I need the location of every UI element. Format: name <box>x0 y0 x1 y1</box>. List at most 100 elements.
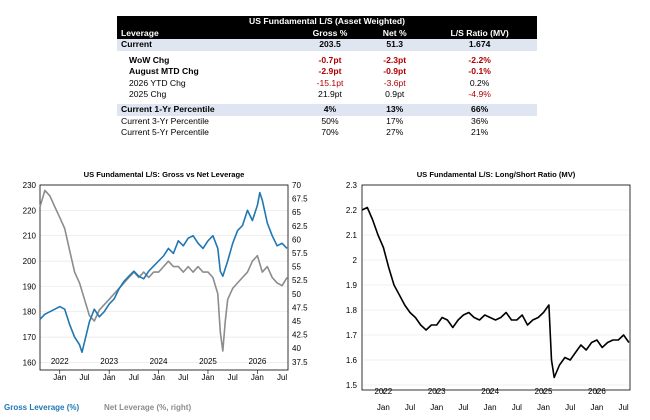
row-label: 2025 Chg <box>129 89 167 100</box>
gross-value: 4% <box>292 104 368 116</box>
gross-value: -15.1pt <box>316 77 344 88</box>
chart2-year-label: 2024 <box>481 387 499 396</box>
chart1-right-tick-label: 42.5 <box>292 331 308 340</box>
chart1-year-label: 2022 <box>51 357 69 366</box>
net-leverage-line <box>39 189 288 352</box>
legend-net: Net Leverage (%, right) <box>104 403 191 412</box>
row-label: Current <box>117 39 293 51</box>
net-value: -0.9pt <box>383 66 407 77</box>
chart2-year-label: 2025 <box>535 387 553 396</box>
chart1-right-tick-label: 47.5 <box>292 303 308 312</box>
chart2-tick-label: 2.1 <box>346 231 358 240</box>
ratio-value: -2.2% <box>468 54 491 65</box>
header-net: Net % <box>367 28 423 40</box>
row-label: WoW Chg <box>129 54 170 65</box>
net-value: 51.3 <box>367 39 423 51</box>
gross-value: 70% <box>321 127 339 138</box>
chart2-title: US Fundamental L/S: Long/Short Ratio (MV… <box>417 170 576 179</box>
chart2-year-label: 2026 <box>588 387 606 396</box>
chart1-right-tick-label: 37.5 <box>292 358 308 367</box>
chart1-year-label: 2023 <box>100 357 118 366</box>
chart1-right-tick-label: 57.5 <box>292 249 308 258</box>
summary-table-wrap: US Fundamental L/S (Asset Weighted) Leve… <box>117 16 537 139</box>
chart2-x-tick-label: Jan <box>377 403 390 412</box>
header-gross: Gross % <box>292 28 368 40</box>
table-row: Current 3-Yr Percentile 50% 17% 36% <box>117 116 537 127</box>
chart1-left-tick-label: 220 <box>23 206 37 215</box>
chart2-tick-label: 1.8 <box>346 306 358 315</box>
chart1-title: US Fundamental L/S: Gross vs Net Leverag… <box>84 170 245 179</box>
gross-value: 50% <box>321 115 339 126</box>
table-title: US Fundamental L/S (Asset Weighted) <box>117 16 537 28</box>
chart1-x-tick-label: Jul <box>277 373 287 382</box>
header-leverage: Leverage <box>117 28 293 40</box>
chart2-year-label: 2023 <box>428 387 446 396</box>
chart2-x-tick-label: Jul <box>565 403 575 412</box>
ratio-value: -4.9% <box>468 89 491 100</box>
chart1-right-tick-label: 52.5 <box>292 276 308 285</box>
chart1-x-tick-label: Jul <box>228 373 238 382</box>
chart1-x-tick-label: Jul <box>79 373 89 382</box>
gross-value: 21.9pt <box>318 89 342 100</box>
chart1-right-tick-label: 55 <box>292 263 301 272</box>
net-value: 27% <box>386 127 404 138</box>
chart1-right-tick-label: 65 <box>292 208 301 217</box>
ratio-value: 1.674 <box>422 39 537 51</box>
chart2-x-tick-label: Jul <box>618 403 628 412</box>
gross-value: 203.5 <box>292 39 368 51</box>
legend-gross: Gross Leverage (%) <box>4 403 79 412</box>
row-label: August MTD Chg <box>129 66 199 77</box>
chart2-x-tick-label: Jan <box>537 403 550 412</box>
chart1-right-tick-label: 60 <box>292 235 301 244</box>
table-row: Current 203.5 51.3 1.674 <box>117 39 537 51</box>
ratio-value: 66% <box>422 104 537 116</box>
chart1-left-tick-label: 230 <box>23 181 37 190</box>
net-value: -2.3pt <box>383 54 407 65</box>
row-label: 2026 YTD Chg <box>129 77 186 88</box>
header-ratio: L/S Ratio (MV) <box>422 28 537 40</box>
gross-value: -2.9pt <box>318 66 342 77</box>
ls-ratio-line <box>361 206 630 379</box>
chart1-x-tick-label: Jan <box>53 373 66 382</box>
chart1-right-tick-label: 70 <box>292 181 301 190</box>
chart2-tick-label: 2 <box>353 256 358 265</box>
chart2-year-label: 2022 <box>374 387 392 396</box>
chart1-right-tick-label: 50 <box>292 290 301 299</box>
ratio-value: 36% <box>471 115 489 126</box>
chart1-x-tick-label: Jan <box>152 373 165 382</box>
chart1-year-label: 2025 <box>199 357 217 366</box>
net-value: -3.6pt <box>383 77 406 88</box>
table-row: August MTD Chg -2.9pt -0.9pt -0.1% <box>117 66 537 77</box>
chart2-tick-label: 1.9 <box>346 281 358 290</box>
chart1-x-tick-label: Jan <box>103 373 116 382</box>
chart2-tick-label: 2.3 <box>346 181 358 190</box>
summary-table: US Fundamental L/S (Asset Weighted) Leve… <box>117 16 537 139</box>
chart1-left-tick-label: 170 <box>23 333 37 342</box>
chart1-x-tick-label: Jan <box>202 373 215 382</box>
gross-value: -0.7pt <box>318 54 342 65</box>
net-value: 13% <box>367 104 423 116</box>
chart1-left-tick-label: 180 <box>23 308 37 317</box>
net-value: 17% <box>386 115 404 126</box>
chart2-x-tick-label: Jan <box>590 403 603 412</box>
chart2-x-tick-label: Jul <box>405 403 415 412</box>
row-label: Current 5-Yr Percentile <box>121 127 209 138</box>
chart2-x-tick-label: Jul <box>458 403 468 412</box>
row-label: Current 1-Yr Percentile <box>117 104 293 116</box>
ratio-value: -0.1% <box>468 66 491 77</box>
chart1-year-label: 2026 <box>248 357 266 366</box>
chart1-x-tick-label: Jan <box>251 373 264 382</box>
ratio-value: 0.2% <box>469 77 490 88</box>
table-row: Current 5-Yr Percentile 70% 27% 21% <box>117 127 537 138</box>
chart1-x-tick-label: Jul <box>129 373 139 382</box>
table-row: Current 1-Yr Percentile 4% 13% 66% <box>117 104 537 116</box>
chart1-left-tick-label: 210 <box>23 232 37 241</box>
chart1-year-label: 2024 <box>150 357 168 366</box>
table-row: 2026 YTD Chg -15.1pt -3.6pt 0.2% <box>117 78 537 89</box>
ratio-value: 21% <box>471 127 489 138</box>
chart1-frame <box>39 184 289 371</box>
chart2-tick-label: 1.6 <box>346 356 358 365</box>
table-row: 2025 Chg 21.9pt 0.9pt -4.9% <box>117 89 537 100</box>
chart1-left-tick-label: 190 <box>23 282 37 291</box>
chart1-x-tick-label: Jul <box>178 373 188 382</box>
